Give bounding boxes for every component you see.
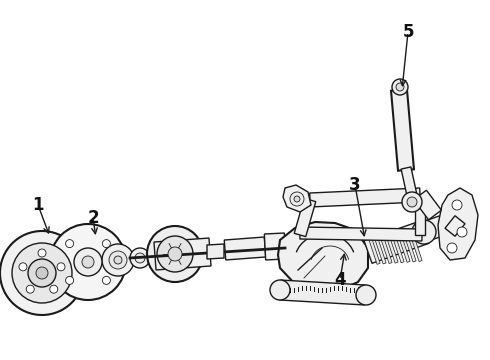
Circle shape [147, 226, 203, 282]
Polygon shape [369, 239, 380, 264]
Circle shape [452, 200, 462, 210]
Circle shape [0, 231, 84, 315]
Circle shape [26, 285, 34, 293]
Polygon shape [207, 244, 224, 259]
Circle shape [294, 196, 300, 202]
Circle shape [74, 248, 102, 276]
Circle shape [396, 83, 404, 91]
Circle shape [135, 253, 145, 263]
Polygon shape [310, 188, 420, 207]
Circle shape [36, 267, 48, 279]
Circle shape [109, 251, 127, 269]
Circle shape [102, 240, 110, 248]
Circle shape [157, 236, 193, 272]
Circle shape [66, 240, 74, 248]
Circle shape [50, 224, 126, 300]
Circle shape [457, 227, 467, 237]
Text: 4: 4 [334, 271, 346, 289]
Polygon shape [399, 237, 410, 262]
Circle shape [102, 276, 110, 284]
Polygon shape [264, 233, 286, 260]
Circle shape [38, 249, 46, 257]
Polygon shape [387, 238, 398, 263]
Circle shape [28, 259, 56, 287]
Polygon shape [364, 221, 429, 263]
Circle shape [290, 192, 304, 206]
Polygon shape [154, 238, 211, 270]
Polygon shape [445, 216, 465, 236]
Circle shape [19, 263, 27, 271]
Polygon shape [415, 195, 425, 235]
Circle shape [270, 280, 290, 300]
Circle shape [447, 243, 457, 253]
Circle shape [50, 285, 58, 293]
Circle shape [356, 285, 376, 305]
Polygon shape [224, 237, 266, 260]
Circle shape [402, 192, 422, 212]
Circle shape [392, 79, 408, 95]
Text: 5: 5 [402, 23, 414, 41]
Polygon shape [406, 201, 420, 211]
Polygon shape [279, 280, 366, 305]
Circle shape [102, 244, 134, 276]
Polygon shape [414, 190, 441, 220]
Circle shape [407, 197, 417, 207]
Circle shape [12, 243, 72, 303]
Polygon shape [391, 89, 414, 171]
Polygon shape [420, 213, 455, 242]
Circle shape [114, 256, 122, 264]
Polygon shape [401, 167, 418, 201]
Polygon shape [411, 236, 422, 261]
Polygon shape [278, 222, 368, 292]
Polygon shape [438, 188, 478, 260]
Polygon shape [300, 227, 422, 241]
Circle shape [66, 276, 74, 284]
Text: 1: 1 [32, 196, 44, 214]
Text: 3: 3 [349, 176, 361, 194]
Circle shape [168, 247, 182, 261]
Circle shape [412, 220, 436, 244]
Polygon shape [294, 198, 316, 237]
Circle shape [57, 263, 65, 271]
Polygon shape [375, 238, 386, 264]
Polygon shape [283, 185, 311, 212]
Text: 2: 2 [87, 209, 99, 227]
Polygon shape [393, 237, 404, 263]
Circle shape [130, 248, 150, 268]
Polygon shape [381, 238, 392, 264]
Circle shape [82, 256, 94, 268]
Polygon shape [405, 236, 416, 262]
